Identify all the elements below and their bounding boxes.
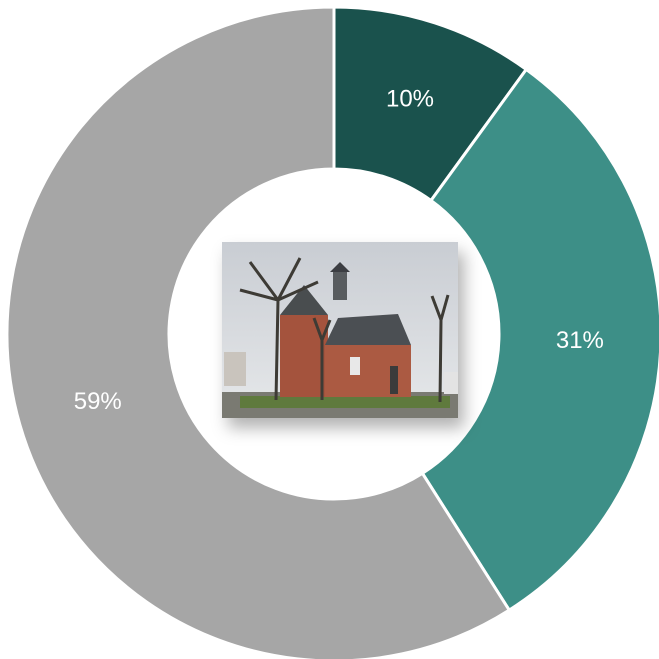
center-photo bbox=[222, 242, 458, 418]
slice bbox=[420, 67, 659, 613]
data-label: 59% bbox=[74, 388, 122, 415]
data-label: 31% bbox=[556, 327, 604, 354]
slices bbox=[5, 5, 659, 659]
slice bbox=[5, 5, 512, 659]
data-label: 10% bbox=[386, 85, 434, 112]
